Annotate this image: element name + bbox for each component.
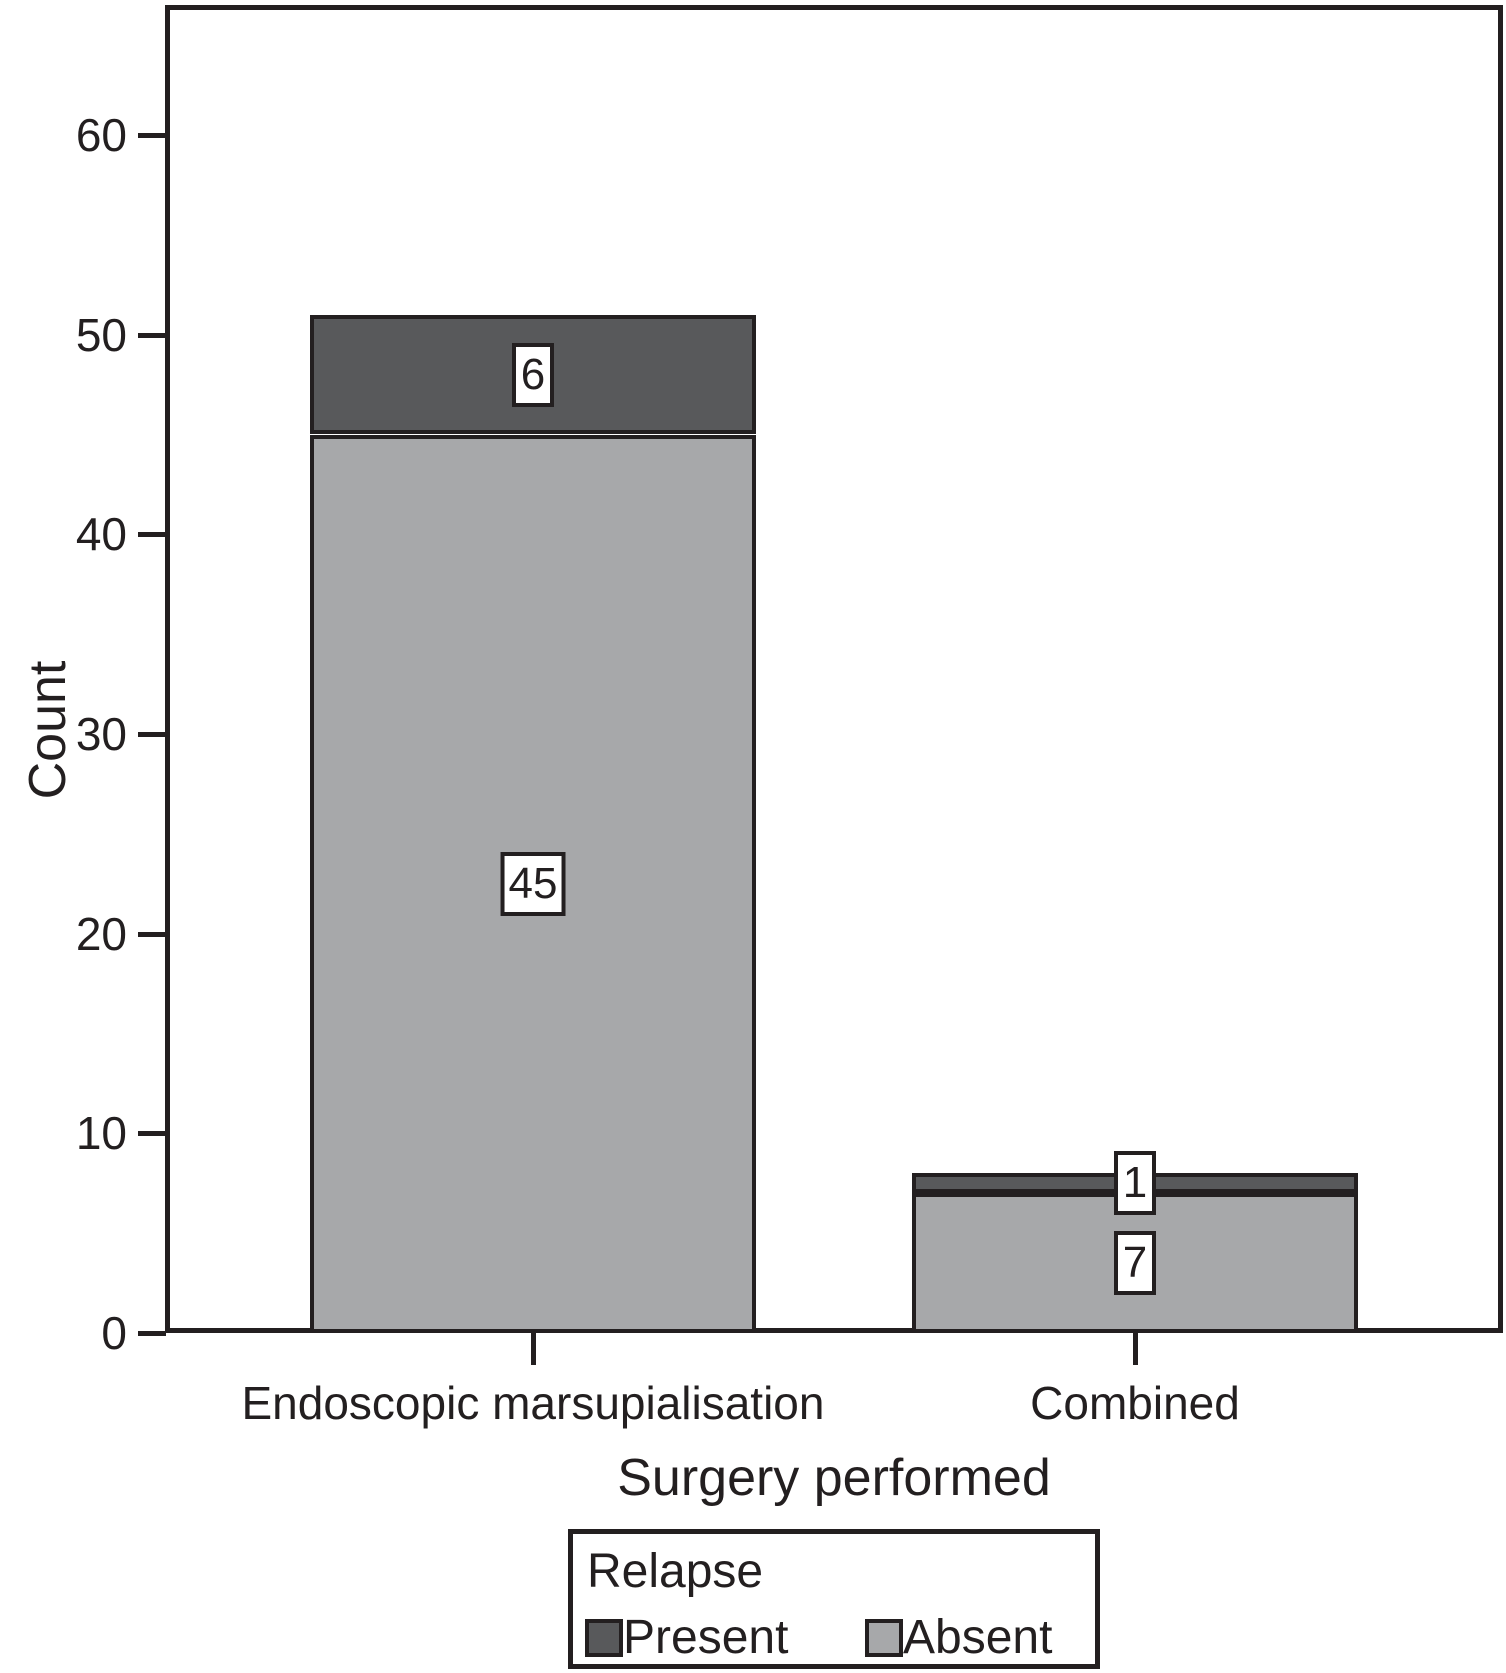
y-tick-mark xyxy=(138,931,166,937)
value-label-absent: 7 xyxy=(1114,1231,1156,1296)
y-tick-mark xyxy=(138,1131,166,1137)
legend-title: Relapse xyxy=(587,1545,764,1598)
legend-swatch-present-icon xyxy=(585,1619,623,1657)
value-label-present: 1 xyxy=(1114,1151,1156,1216)
y-tick-label: 10 xyxy=(75,1107,127,1160)
y-tick-mark xyxy=(138,332,166,338)
y-tick-label: 20 xyxy=(75,907,127,960)
y-tick-mark xyxy=(138,732,166,737)
legend-entry-absent: Absent xyxy=(865,1614,1052,1662)
legend-label-present: Present xyxy=(623,1611,789,1664)
legend-box: Relapse Present Absent xyxy=(568,1529,1100,1669)
y-tick-mark xyxy=(138,133,166,138)
x-tick-mark xyxy=(530,1333,536,1365)
y-tick-mark xyxy=(138,532,166,538)
x-axis-title: Surgery performed xyxy=(617,1449,1051,1507)
y-tick-label: 60 xyxy=(75,109,127,161)
y-tick-label: 0 xyxy=(101,1307,127,1359)
x-tick-mark xyxy=(1132,1333,1138,1365)
value-label-absent: 45 xyxy=(500,851,566,916)
y-axis-title: Count xyxy=(19,660,77,800)
value-label-present: 6 xyxy=(512,342,554,407)
y-tick-label: 30 xyxy=(75,708,127,760)
legend-label-absent: Absent xyxy=(903,1611,1053,1664)
y-tick-label: 40 xyxy=(75,508,127,561)
y-tick-label: 50 xyxy=(75,308,127,361)
legend-entry-present: Present xyxy=(585,1614,788,1662)
y-tick-mark xyxy=(138,1331,166,1336)
x-category-label: Endoscopic marsupialisation xyxy=(241,1377,825,1429)
x-category-label: Combined xyxy=(1030,1377,1240,1429)
legend-swatch-absent-icon xyxy=(865,1619,903,1657)
